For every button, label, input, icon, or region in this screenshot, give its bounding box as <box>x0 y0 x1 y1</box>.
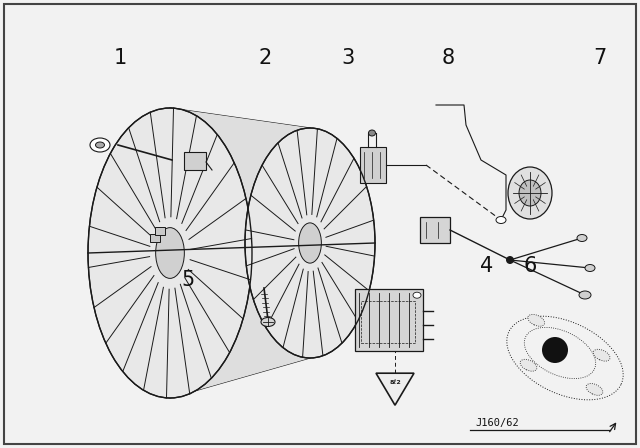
FancyBboxPatch shape <box>155 227 165 235</box>
Ellipse shape <box>593 349 610 361</box>
Circle shape <box>542 337 568 363</box>
Ellipse shape <box>579 291 591 299</box>
Ellipse shape <box>299 223 321 263</box>
Ellipse shape <box>261 318 275 327</box>
Text: 3: 3 <box>341 48 355 68</box>
Ellipse shape <box>413 292 421 298</box>
Text: J160/62: J160/62 <box>475 418 519 428</box>
FancyBboxPatch shape <box>150 234 160 242</box>
FancyBboxPatch shape <box>355 289 423 351</box>
Ellipse shape <box>90 138 110 152</box>
Text: 7: 7 <box>593 48 607 68</box>
Text: 6: 6 <box>524 256 537 276</box>
Circle shape <box>506 256 514 264</box>
Text: 2: 2 <box>259 48 271 68</box>
Text: 5: 5 <box>181 270 195 290</box>
Text: 1: 1 <box>113 48 127 68</box>
Ellipse shape <box>496 216 506 224</box>
Text: 8ℓ2: 8ℓ2 <box>389 380 401 385</box>
FancyBboxPatch shape <box>360 147 386 183</box>
Ellipse shape <box>508 167 552 219</box>
Ellipse shape <box>95 142 104 148</box>
Text: 4: 4 <box>481 256 493 276</box>
Ellipse shape <box>577 234 587 241</box>
Polygon shape <box>170 108 310 398</box>
Ellipse shape <box>245 128 375 358</box>
Ellipse shape <box>156 228 184 278</box>
Ellipse shape <box>586 383 603 395</box>
Ellipse shape <box>520 359 537 371</box>
Ellipse shape <box>528 314 545 326</box>
Ellipse shape <box>519 180 541 206</box>
Polygon shape <box>376 373 414 405</box>
FancyBboxPatch shape <box>420 217 450 243</box>
Text: 8: 8 <box>442 48 454 68</box>
Ellipse shape <box>369 130 376 136</box>
FancyBboxPatch shape <box>184 152 206 170</box>
Ellipse shape <box>88 108 252 398</box>
Ellipse shape <box>585 264 595 271</box>
